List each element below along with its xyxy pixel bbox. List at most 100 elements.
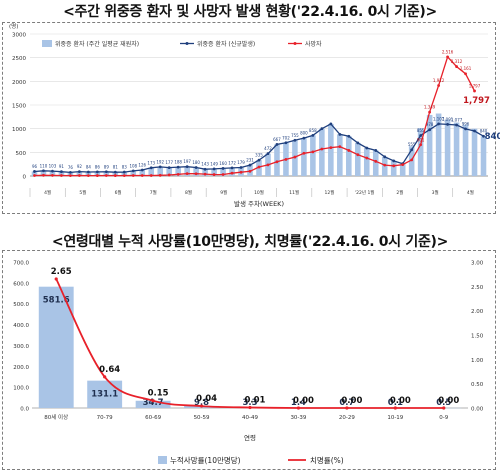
weekly-new-critical-label: 188	[174, 160, 182, 165]
weekly-new-critical-point	[446, 122, 449, 126]
weekly-new-critical-label: 103	[49, 164, 57, 169]
weekly-deaths-point	[464, 72, 467, 76]
weekly-new-critical-point	[257, 158, 261, 162]
weekly-new-critical-label: 110	[40, 163, 48, 168]
weekly-bar	[220, 168, 226, 176]
weekly-deaths-point	[95, 174, 99, 177]
weekly-new-critical-label: 84	[86, 165, 92, 170]
age-fatality-point	[442, 406, 446, 410]
age-x-axis-title: 연령	[244, 434, 256, 442]
weekly-new-critical-point	[455, 123, 458, 127]
weekly-bar	[211, 168, 217, 176]
weekly-month-label: 9월	[220, 189, 227, 196]
weekly-new-critical-point	[221, 167, 225, 170]
age-category-label: 40-49	[242, 415, 258, 421]
weekly-new-critical-point	[392, 159, 396, 163]
weekly-bar	[346, 136, 352, 176]
weekly-bar	[175, 167, 181, 176]
age-category-label: 50-59	[194, 415, 210, 421]
age-ytick-left: 0.0	[20, 407, 29, 413]
weekly-bar	[49, 171, 56, 176]
weekly-month-label: 3월	[432, 189, 439, 196]
weekly-deaths-label: 901	[417, 137, 425, 142]
weekly-deaths-point	[311, 150, 315, 154]
age-bar-label: 0.5	[436, 398, 451, 408]
weekly-new-critical-point	[185, 165, 189, 169]
weekly-deaths-point	[446, 55, 449, 59]
weekly-deaths-point	[455, 65, 458, 68]
weekly-new-critical-label: 149	[210, 161, 218, 166]
weekly-new-critical-point	[365, 146, 369, 150]
age-bar-label: 581.6	[43, 296, 70, 306]
weekly-deaths-point	[302, 151, 306, 155]
age-fatality-label: 2.65	[51, 267, 72, 277]
age-legend-line-label: 치명률(%)	[310, 455, 344, 465]
weekly-chart-panel	[2, 22, 496, 214]
weekly-deaths-line	[34, 55, 476, 177]
weekly-deaths-point	[239, 170, 243, 174]
weekly-new-critical-point	[410, 148, 414, 152]
weekly-new-critical-point	[230, 166, 234, 170]
weekly-ytick-label: 2000	[12, 80, 26, 86]
weekly-deaths-point	[158, 173, 162, 177]
weekly-ytick-label: 1500	[12, 104, 26, 110]
weekly-deaths-point	[77, 174, 81, 177]
weekly-new-critical-point	[212, 167, 216, 171]
weekly-deaths-point	[419, 143, 423, 147]
weekly-new-critical-point	[293, 138, 297, 142]
age-fatality-point	[248, 405, 252, 410]
weekly-deaths-point	[473, 89, 476, 93]
weekly-deaths-point	[374, 159, 378, 163]
age-ytick-right: 3.00	[471, 261, 484, 267]
age-ytick-left: 100.0	[13, 386, 29, 392]
weekly-new-critical-point	[104, 170, 108, 174]
age-category-label: 30-39	[290, 415, 306, 421]
weekly-new-critical-label: 1,107	[433, 116, 445, 121]
weekly-new-critical-label: 1,091	[442, 117, 454, 122]
age-fatality-label: 0.00	[390, 396, 411, 406]
weekly-deaths-point	[365, 156, 369, 160]
age-ytick-left: 300.0	[13, 344, 29, 350]
weekly-bar	[310, 135, 316, 176]
weekly-new-critical-point	[329, 122, 333, 126]
age-fatality-point	[393, 406, 397, 410]
weekly-bar	[121, 172, 128, 176]
weekly-new-critical-label: 177	[165, 160, 173, 165]
weekly-bar	[399, 163, 406, 176]
weekly-deaths-point	[122, 174, 126, 178]
weekly-bar	[112, 172, 119, 176]
weekly-bar	[453, 122, 460, 176]
weekly-new-critical-label: 179	[237, 160, 245, 165]
weekly-bar	[193, 167, 199, 176]
weekly-new-critical-point	[482, 134, 485, 138]
weekly-deaths-point	[60, 174, 63, 177]
weekly-deaths-point	[33, 174, 36, 177]
weekly-new-critical-label: 996	[462, 121, 470, 126]
weekly-deaths-point	[392, 164, 396, 168]
weekly-new-critical-label: 335	[255, 153, 263, 158]
weekly-deaths-point	[51, 174, 54, 177]
age-ytick-right: 0.50	[471, 382, 484, 388]
weekly-new-critical-label: 173	[147, 160, 155, 165]
age-fatality-label: 0.64	[99, 365, 120, 375]
weekly-new-critical-point	[60, 170, 63, 174]
weekly-new-critical-label: 91	[59, 164, 65, 169]
age-bar-label: 0.7	[339, 398, 354, 408]
weekly-deaths-point	[320, 147, 324, 151]
weekly-new-critical-point	[419, 134, 423, 137]
weekly-new-critical-point	[284, 141, 288, 145]
weekly-new-critical-point	[428, 128, 432, 132]
age-fatality-label: 0.00	[293, 396, 314, 406]
weekly-new-critical-label: 667	[273, 137, 281, 142]
weekly-ytick-label: 0	[23, 175, 27, 181]
weekly-deaths-point	[212, 173, 216, 176]
weekly-deaths-point	[275, 160, 279, 164]
weekly-month-label: 2월	[396, 189, 403, 196]
weekly-bar	[202, 169, 208, 176]
weekly-new-critical-point	[95, 170, 99, 174]
weekly-new-critical-label: 81	[113, 165, 119, 170]
age-ytick-left: 700.0	[13, 261, 29, 267]
weekly-new-critical-point	[437, 122, 441, 126]
weekly-deaths-point	[383, 163, 387, 167]
weekly-deaths-label: 2,312	[451, 59, 463, 64]
